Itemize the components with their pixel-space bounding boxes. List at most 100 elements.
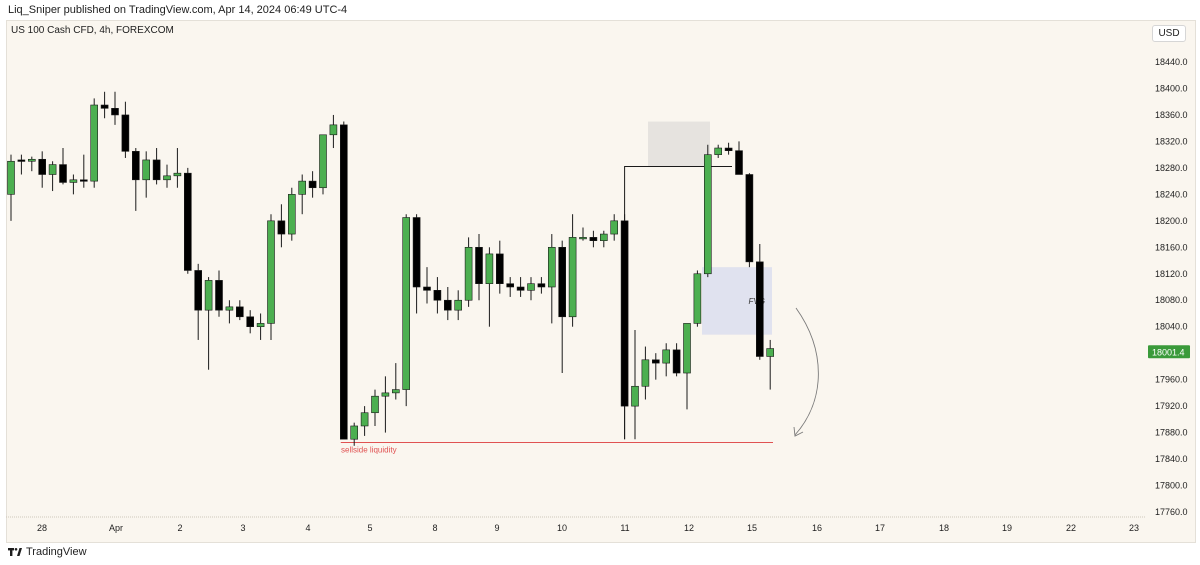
bearish-candle-body <box>423 286 431 291</box>
bullish-candle-body <box>683 323 691 374</box>
candle <box>121 101 130 158</box>
candle <box>714 144 723 158</box>
y-tick-label: 18040.0 <box>1155 322 1188 332</box>
bearish-candle-body <box>755 261 764 357</box>
candle <box>475 234 483 301</box>
x-tick-label: 2 <box>177 523 182 533</box>
x-tick-label: 22 <box>1066 523 1076 533</box>
candle <box>80 154 88 188</box>
projection-arrow <box>794 307 819 436</box>
candle <box>745 173 754 268</box>
tradingview-brand[interactable]: TradingView <box>8 546 87 558</box>
bearish-candle-body <box>620 220 629 407</box>
candle <box>516 277 525 297</box>
candle <box>267 214 275 340</box>
bearish-candle-body <box>194 270 202 311</box>
bullish-candle-body <box>163 175 171 181</box>
bearish-candle-body <box>475 246 483 284</box>
bearish-candle-body <box>80 179 88 182</box>
candle <box>100 91 109 119</box>
candle <box>412 214 421 314</box>
currency-button[interactable]: USD <box>1152 25 1186 42</box>
x-tick-label: 23 <box>1129 523 1139 533</box>
bearish-candle-body <box>672 349 681 374</box>
candle <box>48 161 57 192</box>
bullish-candle-body <box>662 349 671 364</box>
candle <box>610 214 619 241</box>
candle <box>184 167 192 274</box>
bullish-candle-body <box>298 180 307 195</box>
x-tick-label: 4 <box>305 523 310 533</box>
bearish-candle-body <box>724 147 733 151</box>
y-tick-label: 18080.0 <box>1155 295 1188 305</box>
candle <box>27 156 36 172</box>
bullish-candle-body <box>391 389 400 394</box>
bearish-candle-body <box>412 217 421 288</box>
bearish-candle-body <box>17 159 26 162</box>
candle <box>755 243 764 360</box>
x-tick-label: 12 <box>684 523 694 533</box>
candle <box>391 363 400 400</box>
y-tick-label: 18400.0 <box>1155 83 1188 93</box>
candle <box>724 142 733 155</box>
candle <box>59 148 67 185</box>
candle <box>423 267 431 304</box>
bullish-candle-body <box>48 164 57 175</box>
current-price-tag <box>1148 345 1190 359</box>
bearish-candle-body <box>516 286 525 291</box>
candle <box>7 154 15 221</box>
bullish-candle-body <box>7 160 15 195</box>
candle <box>766 339 775 390</box>
y-tick-label: 17920.0 <box>1155 401 1188 411</box>
candle <box>215 270 223 317</box>
candle <box>402 214 411 407</box>
bearish-candle-body <box>339 124 348 440</box>
candle <box>350 422 359 446</box>
candle <box>90 98 98 188</box>
bullish-candle-body <box>464 246 473 301</box>
candle <box>620 214 629 440</box>
x-tick-label: 17 <box>875 523 885 533</box>
candle <box>152 148 161 185</box>
candle <box>339 121 348 440</box>
bearish-candle-body <box>506 283 515 288</box>
bullish-candle-body <box>329 124 338 136</box>
x-tick-label: Apr <box>109 523 123 533</box>
bearish-candle-body <box>537 283 546 288</box>
candle <box>163 164 171 188</box>
candle <box>527 277 535 301</box>
bearish-candle-body <box>38 158 47 175</box>
bearish-candle-body <box>152 159 161 181</box>
bearish-candle-body <box>433 290 442 301</box>
y-tick-label: 17760.0 <box>1155 507 1188 517</box>
candle <box>599 230 608 248</box>
bullish-candle-body <box>568 237 577 318</box>
candle <box>236 300 244 321</box>
bearish-candle-body <box>121 114 130 152</box>
bullish-candle-body <box>204 280 213 311</box>
y-tick-label: 17840.0 <box>1155 454 1188 464</box>
candle <box>579 227 587 241</box>
bullish-candle-body <box>454 299 463 311</box>
bearish-candle-body <box>111 108 119 116</box>
y-tick-label: 18280.0 <box>1155 163 1188 173</box>
candle <box>204 277 213 370</box>
candlestick-chart[interactable]: FVGsellside liquidity18440.018400.018360… <box>0 0 1200 543</box>
candle <box>277 204 286 248</box>
candle <box>173 148 182 188</box>
y-tick-label: 18360.0 <box>1155 110 1188 120</box>
candle <box>142 151 150 198</box>
bullish-candle-body <box>90 104 98 182</box>
bullish-candle-body <box>256 323 265 328</box>
x-tick-label: 3 <box>240 523 245 533</box>
bearish-candle-body <box>132 151 140 181</box>
bullish-candle-body <box>27 158 36 162</box>
candle <box>319 134 327 195</box>
bearish-candle-body <box>443 299 452 311</box>
bearish-candle-body <box>246 316 254 328</box>
candle <box>69 174 78 195</box>
bearish-candle-body <box>59 164 67 183</box>
chart-area[interactable] <box>6 20 1196 543</box>
bullish-candle-body <box>360 412 369 427</box>
bullish-candle-body <box>641 359 650 387</box>
